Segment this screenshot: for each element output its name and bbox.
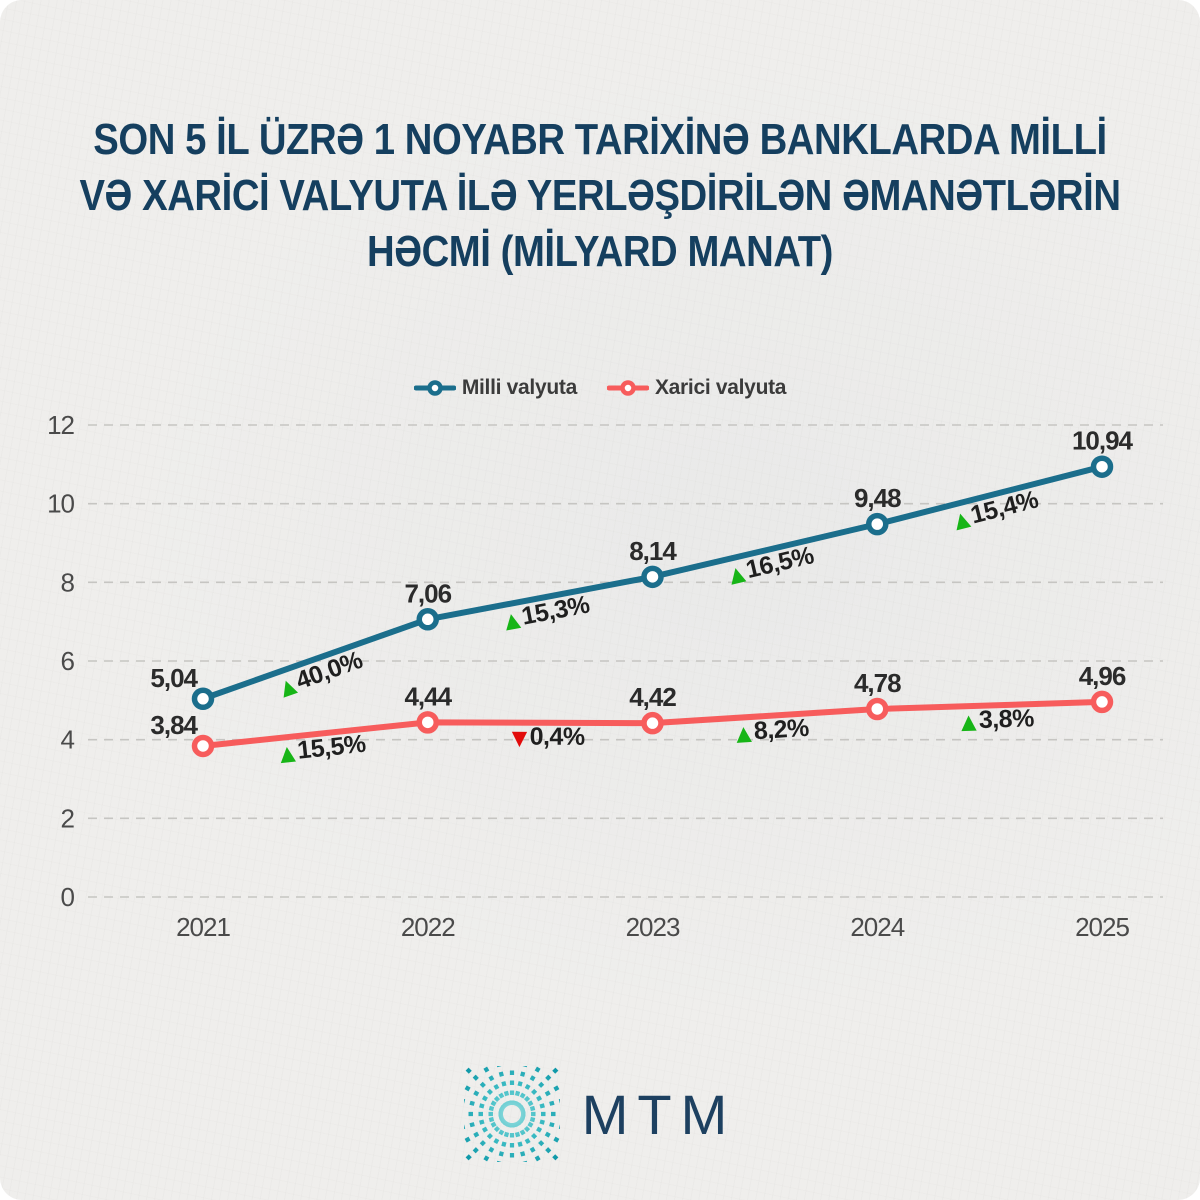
legend-label-xarici: Xarici valyuta	[654, 376, 787, 399]
point-value-label-xarici-valyuta: 4,78	[854, 668, 901, 698]
mtm-logo-text: MTM	[581, 1082, 737, 1146]
point-value-label-milli-valyuta: 10,94	[1072, 426, 1134, 456]
line-marker-icon	[606, 380, 649, 396]
data-point-milli-valyuta	[641, 565, 664, 589]
point-value-label-milli-valyuta: 8,14	[629, 536, 677, 566]
y-tick-label: 4	[61, 725, 75, 755]
change-label-xarici-valyuta: ▲3,8%	[961, 704, 1035, 734]
y-tick-label: 8	[61, 567, 75, 597]
data-point-xarici-valyuta	[866, 697, 889, 721]
point-value-label-xarici-valyuta: 4,96	[1079, 661, 1126, 691]
change-label-xarici-valyuta: ▼ 0,4%	[512, 723, 585, 751]
y-tick-label: 0	[61, 882, 75, 912]
line-marker-icon	[413, 380, 456, 396]
legend-item-xarici-valyuta: Xarici valyuta	[606, 376, 787, 400]
mtm-logo: MTM	[0, 1066, 1200, 1162]
point-value-label-xarici-valyuta: 4,44	[404, 681, 452, 711]
data-point-milli-valyuta	[866, 512, 889, 536]
data-point-xarici-valyuta	[191, 734, 215, 758]
point-value-label-milli-valyuta: 7,06	[404, 578, 451, 608]
chart-title: SON 5 İL ÜZRƏ 1 NOYABR TARİXİNƏ BANKLARD…	[78, 112, 1122, 280]
x-tick-label: 2025	[1075, 912, 1129, 942]
x-tick-label: 2022	[401, 912, 455, 942]
y-tick-label: 6	[61, 646, 75, 676]
mtm-burst-icon	[463, 1066, 560, 1162]
data-point-milli-valyuta	[191, 687, 215, 711]
x-tick-label: 2021	[176, 912, 230, 942]
data-point-xarici-valyuta	[641, 711, 664, 735]
point-value-label-xarici-valyuta: 3,84	[150, 710, 198, 740]
y-tick-label: 2	[61, 803, 75, 833]
legend-item-milli-valyuta: Milli valyuta	[413, 376, 577, 400]
point-value-label-xarici-valyuta: 4,42	[629, 682, 676, 712]
title-line-1: SON 5 İL ÜZRƏ 1 NOYABR TARİXİNƏ BANKLARD…	[93, 115, 1107, 164]
data-point-milli-valyuta	[416, 608, 439, 631]
point-value-label-milli-valyuta: 5,04	[150, 663, 198, 693]
y-tick-label: 12	[47, 410, 74, 440]
data-point-xarici-valyuta	[1090, 690, 1114, 714]
x-tick-label: 2024	[850, 912, 904, 942]
title-line-3: HƏCMİ (MİLYARD MANAT)	[367, 227, 833, 276]
y-tick-label: 10	[47, 489, 74, 519]
data-point-xarici-valyuta	[416, 711, 439, 734]
change-label-milli-valyuta: ▲15,3%	[502, 590, 592, 634]
change-label-xarici-valyuta: ▲8,2%	[735, 714, 810, 747]
chart-legend: Milli valyuta Xarici valyuta	[0, 376, 1200, 400]
data-point-milli-valyuta	[1090, 455, 1114, 478]
point-value-label-milli-valyuta: 9,48	[854, 483, 901, 513]
legend-label-milli: Milli valyuta	[461, 376, 577, 399]
title-line-2: VƏ XARİCİ VALYUTA İLƏ YERLƏŞDİRİLƏN ƏMAN…	[79, 171, 1121, 220]
x-tick-label: 2023	[626, 912, 680, 942]
